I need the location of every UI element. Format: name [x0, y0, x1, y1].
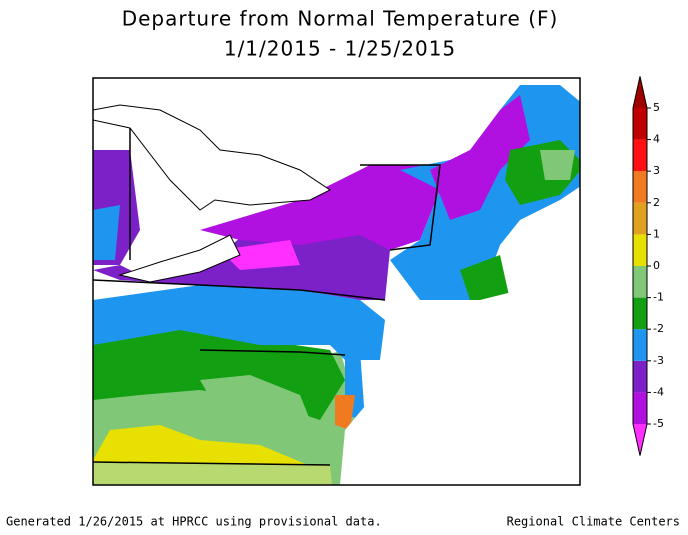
region: [540, 150, 575, 180]
legend-tick-label: -5: [653, 417, 664, 430]
region: [200, 375, 310, 430]
legend-swatch: [633, 266, 647, 298]
region: [93, 285, 385, 360]
subtitle: 1/1/2015 - 1/25/2015: [224, 37, 456, 61]
region: [220, 240, 300, 270]
legend-tick-label: 4: [653, 133, 660, 146]
legend-tick-label: 5: [653, 101, 660, 114]
map: [92, 77, 581, 486]
legend-tick-label: -2: [653, 322, 664, 335]
legend-tick-label: 1: [653, 227, 660, 240]
border: [199, 349, 346, 356]
border: [93, 279, 386, 301]
legend-swatch: [633, 329, 647, 361]
legend-swatch: [633, 360, 647, 393]
legend-swatch: [633, 171, 647, 203]
region: [430, 95, 530, 220]
ocean: [340, 260, 580, 485]
legend-tick-label: 2: [653, 196, 660, 209]
legend-swatch: [633, 139, 647, 172]
region: [93, 462, 332, 485]
legend-swatch: [633, 392, 647, 424]
legend-swatch: [633, 234, 647, 266]
legend-tick-label: -1: [653, 291, 664, 304]
color-legend: 5 4 3 2 1 0 -1 -2 -3 -4 -5: [632, 76, 664, 456]
lake: [118, 234, 241, 283]
legend-swatch: [633, 202, 647, 235]
legend-swatch: [633, 424, 647, 456]
legend-swatch: [633, 108, 647, 140]
legend-tick-label: -3: [653, 354, 664, 367]
legend-tick-label: -4: [653, 385, 664, 398]
lake: [93, 104, 331, 211]
legend-tick-label: 3: [653, 164, 660, 177]
title: Departure from Normal Temperature (F): [122, 7, 559, 31]
legend-swatch: [633, 76, 647, 108]
region: [460, 255, 510, 300]
region: [93, 205, 120, 260]
region: [335, 395, 355, 430]
legend-swatch: [633, 297, 647, 330]
border: [360, 164, 441, 251]
region: [200, 165, 440, 250]
border: [93, 461, 331, 466]
map-frame: [92, 77, 581, 486]
footer-right: Regional Climate Centers: [507, 515, 680, 529]
legend-tick-label: 0: [653, 259, 660, 272]
footer-left: Generated 1/26/2015 at HPRCC using provi…: [6, 515, 382, 529]
